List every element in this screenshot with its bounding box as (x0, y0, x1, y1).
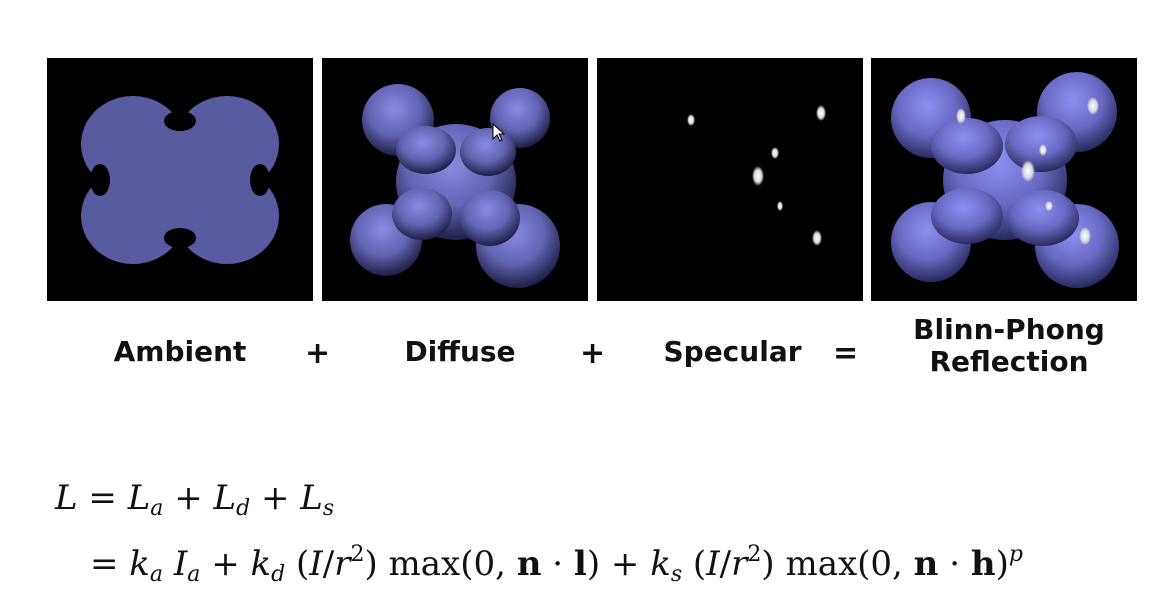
equals-operator: = (833, 336, 859, 371)
plus-operator: + (580, 336, 606, 371)
diffuse-panel (322, 58, 588, 301)
ambient-label: Ambient (113, 335, 247, 368)
ambient-panel (47, 58, 313, 301)
blinn-phong-line1: Blinn-Phong (913, 313, 1105, 346)
specular-label: Specular (663, 335, 802, 368)
diffuse-label: Diffuse (404, 335, 516, 368)
specular-panel (597, 58, 863, 301)
blinn-phong-label: Blinn-Phong Reflection (903, 313, 1115, 379)
blinn-phong-line2: Reflection (929, 345, 1089, 379)
mouse-cursor-icon (492, 123, 506, 142)
equation-line-2: = ka Ia + kd (I/r2) max(0, n · l) + ks (… (90, 542, 1023, 587)
equation-line-1: L = La + Ld + Ls (55, 478, 335, 521)
plus-operator: + (305, 336, 331, 371)
blinn-phong-panel (871, 58, 1137, 301)
